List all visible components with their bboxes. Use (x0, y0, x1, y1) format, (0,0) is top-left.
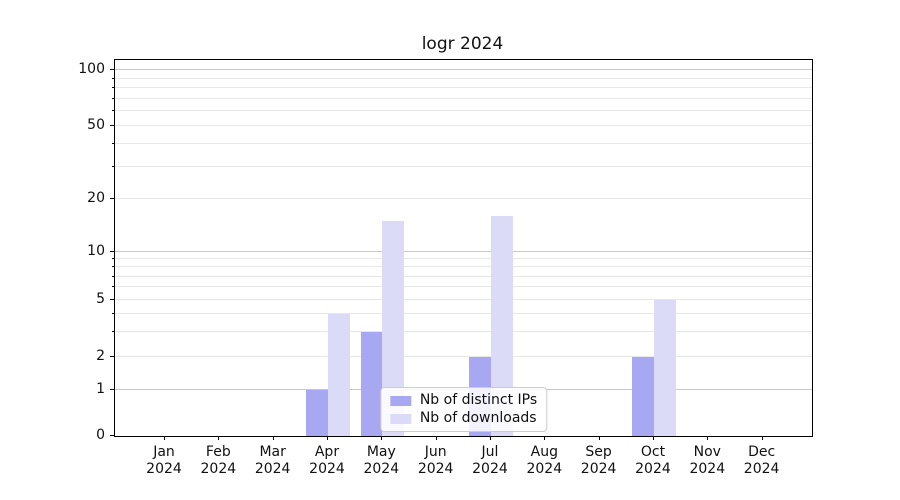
y-minor-tick-80 (112, 87, 114, 89)
y-tick-label-0: 0 (96, 427, 105, 443)
y-tick-100 (110, 69, 114, 71)
bar-apr-distinct-ips (306, 390, 328, 436)
bar-apr-downloads (327, 313, 350, 436)
gridline-minor-20 (115, 198, 812, 200)
legend-item-distinct-ips: Nb of distinct IPs (389, 392, 538, 408)
legend-label-distinct-ips: Nb of distinct IPs (419, 392, 538, 408)
x-tick-jul (489, 436, 491, 440)
bar-may-downloads (382, 221, 404, 436)
y-minor-tick-90 (112, 77, 114, 79)
y-minor-tick-2 (112, 356, 114, 358)
y-minor-tick-5 (112, 299, 114, 301)
y-minor-tick-4 (112, 312, 114, 314)
y-tick-label-100: 100 (78, 61, 105, 77)
y-tick-label-10: 10 (87, 242, 105, 259)
x-tick-label-mar: Mar 2024 (254, 444, 291, 477)
gridline-minor-90 (115, 77, 812, 79)
x-tick-label-jul: Jul 2024 (472, 444, 508, 477)
x-tick-dec (761, 436, 763, 440)
x-tick-label-apr: Apr 2024 (309, 444, 345, 477)
x-tick-label-sep: Sep 2024 (580, 444, 617, 477)
y-minor-tick-50 (112, 125, 114, 126)
y-minor-tick-70 (112, 97, 114, 99)
gridline-minor-70 (115, 97, 812, 99)
bar-oct-distinct-ips (632, 357, 654, 436)
y-tick-label-5: 5 (96, 291, 105, 307)
x-tick-nov (707, 436, 709, 440)
y-tick-label-50: 50 (87, 116, 105, 133)
bar-jul-downloads (490, 216, 513, 436)
x-tick-label-oct: Oct 2024 (635, 444, 671, 477)
legend-swatch-distinct-ips-icon (389, 395, 411, 406)
y-minor-tick-7 (112, 275, 114, 277)
legend-label-downloads: Nb of downloads (419, 410, 537, 426)
gridline-minor-8 (115, 266, 812, 268)
x-tick-label-dec: Dec 2024 (743, 444, 780, 477)
y-minor-tick-6 (112, 286, 114, 288)
y-minor-tick-3 (112, 330, 114, 332)
x-tick-label-aug: Aug 2024 (526, 444, 563, 477)
y-minor-tick-20 (112, 198, 114, 200)
gridline-minor-30 (115, 165, 812, 167)
gridline-major-10 (115, 251, 812, 252)
bar-oct-downloads (653, 300, 676, 436)
x-tick-apr (326, 436, 328, 440)
legend: Nb of distinct IPs Nb of downloads (379, 387, 548, 432)
y-tick-label-2: 2 (96, 348, 105, 364)
gridline-major-100 (115, 69, 812, 71)
y-minor-tick-60 (112, 110, 114, 112)
y-tick-label-20: 20 (87, 190, 105, 206)
gridline-minor-60 (115, 110, 812, 112)
x-tick-label-nov: Nov 2024 (689, 444, 726, 477)
y-minor-tick-9 (112, 258, 114, 260)
legend-swatch-downloads-icon (389, 413, 411, 424)
y-tick-10 (110, 251, 114, 252)
x-tick-label-jan: Jan 2024 (146, 444, 182, 477)
x-tick-label-feb: Feb 2024 (200, 444, 237, 477)
gridline-minor-3 (115, 330, 812, 332)
x-tick-label-jun: Jun 2024 (417, 444, 454, 477)
y-tick-label-1: 1 (96, 381, 105, 397)
bar-may-distinct-ips (360, 331, 383, 436)
x-tick-aug (544, 436, 546, 440)
x-tick-mar (272, 436, 274, 440)
gridline-minor-40 (115, 142, 812, 144)
gridline-minor-7 (115, 275, 812, 277)
chart-title: logr 2024 (421, 34, 504, 54)
gridline-minor-4 (115, 312, 812, 314)
gridline-minor-6 (115, 286, 812, 288)
legend-item-downloads: Nb of downloads (389, 410, 537, 426)
x-tick-jan (164, 436, 165, 440)
gridline-minor-50 (115, 125, 812, 126)
x-tick-label-may: May 2024 (363, 444, 400, 477)
y-tick-1 (110, 389, 114, 391)
plot-area: Nb of distinct IPs Nb of downloads (110, 59, 813, 437)
y-tick-0 (110, 435, 114, 436)
x-tick-may (381, 436, 383, 440)
y-minor-tick-40 (112, 142, 114, 144)
gridline-minor-9 (115, 258, 812, 260)
x-tick-sep (598, 436, 600, 440)
y-minor-tick-8 (112, 266, 114, 268)
y-minor-tick-30 (112, 165, 114, 167)
x-tick-feb (218, 436, 220, 440)
x-tick-oct (652, 436, 654, 440)
gridline-minor-5 (115, 299, 812, 301)
gridline-minor-2 (115, 356, 812, 358)
gridline-minor-80 (115, 87, 812, 89)
x-tick-jun (435, 436, 437, 440)
